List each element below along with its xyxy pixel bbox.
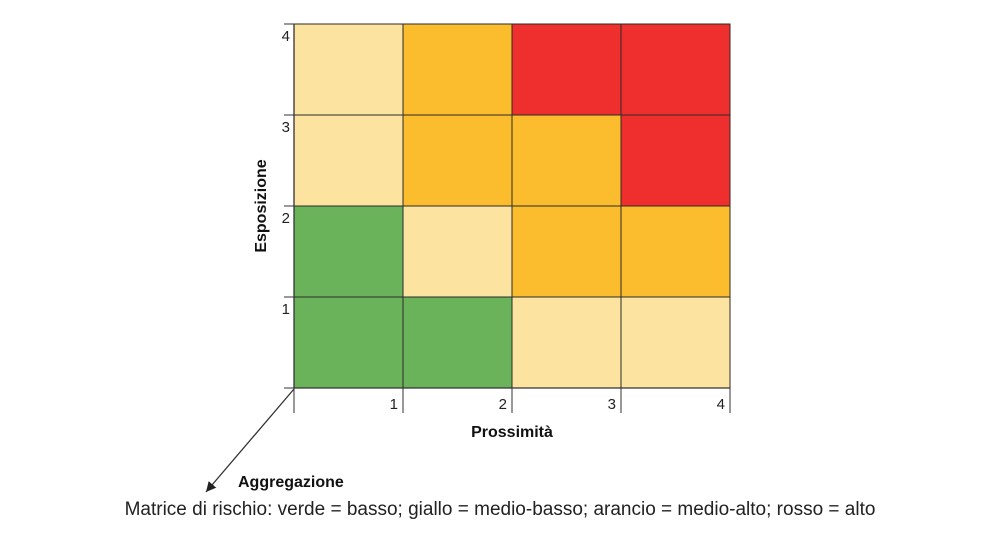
x-tick-label: 4 — [717, 396, 725, 413]
matrix-ticks: 4 3 2 1 1 2 3 4 — [282, 28, 725, 413]
matrix-cell-giallo-y1-x4 — [620, 296, 731, 389]
aggregazione-axis-arrow — [205, 388, 295, 493]
y-axis-title: Esposizione — [253, 159, 270, 252]
matrix-cell-giallo-y1-x3 — [511, 296, 622, 389]
y-tick-label: 1 — [282, 301, 290, 318]
y-tick-label: 2 — [282, 210, 290, 227]
matrix-cell-rosso-y3-x4 — [620, 114, 731, 207]
matrix-cell-verde-y2-x1 — [293, 205, 404, 298]
matrix-cell-giallo-y2-x2 — [402, 205, 513, 298]
matrix-cells — [293, 23, 731, 389]
risk-matrix-chart: 4 3 2 1 1 2 3 4 Prossimità Esposizione Aggregaz… — [205, 23, 731, 493]
x-tick-label: 2 — [499, 396, 507, 413]
matrix-cell-arancio-y3-x3 — [511, 114, 622, 207]
y-tick-label: 4 — [282, 28, 290, 45]
matrix-cell-giallo-y4-x1 — [293, 23, 404, 116]
matrix-cell-arancio-y3-x2 — [402, 114, 513, 207]
matrix-cell-verde-y1-x2 — [402, 296, 513, 389]
z-axis-title: Aggregazione — [238, 474, 344, 491]
matrix-cell-arancio-y4-x2 — [402, 23, 513, 116]
matrix-cell-rosso-y4-x4 — [620, 23, 731, 116]
x-axis-title: Prossimità — [471, 424, 553, 441]
matrix-cell-arancio-y2-x3 — [511, 205, 622, 298]
chart-caption: Matrice di rischio: verde = basso; giall… — [124, 499, 876, 520]
matrix-axes — [205, 23, 731, 493]
matrix-cell-giallo-y3-x1 — [293, 114, 404, 207]
matrix-cell-arancio-y2-x4 — [620, 205, 731, 298]
y-tick-label: 3 — [282, 119, 290, 136]
x-tick-label: 3 — [608, 396, 616, 413]
matrix-cell-verde-y1-x1 — [293, 296, 404, 389]
x-tick-label: 1 — [390, 396, 398, 413]
matrix-cell-rosso-y4-x3 — [511, 23, 622, 116]
